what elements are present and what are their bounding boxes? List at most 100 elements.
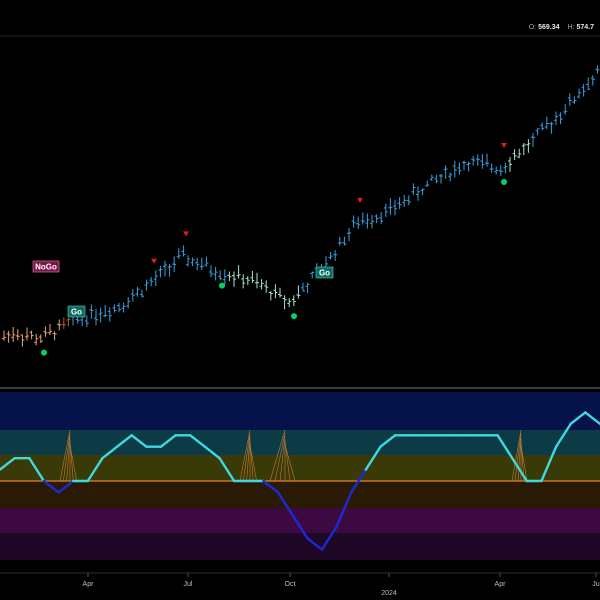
oscillator-segment [510, 456, 529, 483]
price-bar [259, 279, 264, 290]
price-bar [406, 195, 411, 206]
price-bar [517, 148, 522, 159]
price-panel: NoGo Go Go [0, 35, 600, 356]
price-bar [34, 333, 39, 346]
go-dot-marker [219, 282, 225, 289]
price-bar [531, 133, 535, 147]
price-bar [526, 139, 531, 153]
price-bar [480, 153, 485, 169]
oscillator-segment [57, 479, 75, 494]
oscillator-segment [0, 456, 16, 471]
price-bar [273, 284, 278, 299]
x-tick-label: Apr [83, 581, 95, 588]
price-bar [117, 302, 121, 313]
cloud-spike [239, 429, 257, 482]
price-bar [425, 180, 430, 187]
price-bar [328, 251, 333, 260]
oscillator-band [0, 508, 600, 533]
cloud-line [249, 444, 257, 482]
price-bar [595, 65, 600, 74]
price-bar [590, 75, 595, 86]
cloud-line [59, 429, 71, 482]
price-bar [176, 248, 181, 259]
price-bar [305, 282, 310, 294]
price-bar [61, 317, 66, 329]
price-bar [103, 304, 108, 318]
open-label: O: [528, 24, 537, 31]
price-bar [38, 334, 43, 344]
price-bar [397, 197, 402, 210]
price-bar [489, 163, 494, 173]
x-tick-label: Ju [592, 581, 600, 588]
oscillator-segment [86, 456, 104, 483]
cloud-line [514, 432, 522, 482]
price-bar [43, 326, 48, 337]
oscillator-segment [42, 479, 60, 494]
ohlc-readout: O: 569.34 H: 574.7 [529, 24, 600, 31]
price-bar [153, 270, 158, 287]
price-bar [126, 296, 131, 309]
oscillator-segment [276, 491, 294, 517]
price-bars [2, 65, 600, 347]
counter-trend-triangle [183, 231, 189, 237]
price-bar [360, 212, 365, 225]
price-bar [577, 88, 581, 99]
counter-trend-triangle [151, 258, 157, 264]
price-bar [402, 194, 407, 207]
price-bar [190, 257, 195, 267]
x-tick-label: Apr [495, 581, 507, 588]
counter-trend-triangle [357, 197, 363, 203]
oscillator-segment [291, 514, 309, 540]
go-dot-marker [501, 179, 507, 185]
price-bar [494, 166, 499, 175]
label-text: NoGo [35, 262, 57, 271]
oscillator-segment [569, 411, 587, 426]
cloud-line [511, 429, 522, 482]
price-bar [347, 228, 351, 242]
price-bar [508, 157, 512, 172]
price-bar [452, 160, 457, 178]
price-bar [471, 156, 476, 166]
price-bar [411, 183, 416, 195]
price-bar [365, 213, 370, 229]
x-tick-label: Oct [285, 581, 296, 588]
price-bar [393, 199, 397, 216]
price-bar [130, 288, 135, 302]
price-bar [498, 165, 503, 177]
price-bar [250, 270, 255, 284]
price-bar [549, 121, 554, 134]
oscillator-segment [584, 411, 600, 426]
go-label: Go [315, 266, 334, 279]
price-bar [337, 236, 342, 246]
oscillator-segment [218, 456, 236, 483]
price-bar [567, 93, 572, 106]
oscillator-segment [379, 434, 397, 448]
go-label: Go [67, 305, 86, 318]
price-bar [475, 154, 480, 166]
price-bar [296, 285, 301, 299]
cloud-line [269, 429, 286, 482]
price-bar [57, 319, 62, 331]
price-bar [383, 203, 388, 217]
price-bar [236, 265, 241, 279]
price-bar [342, 236, 347, 246]
label-box [67, 305, 86, 318]
oscillator-segment [101, 445, 119, 460]
price-bar [167, 264, 172, 277]
price-bar [563, 104, 568, 115]
cloud-line [63, 432, 71, 482]
price-bar [209, 265, 213, 278]
open-value: 569.34 [538, 24, 560, 31]
price-bar [439, 173, 443, 184]
oscillator-segment [554, 422, 572, 448]
price-bar [310, 271, 315, 279]
cloud-line [279, 435, 286, 482]
price-bar [379, 212, 384, 224]
price-bar [245, 275, 250, 285]
price-bar [84, 315, 89, 328]
price-bar [107, 307, 112, 322]
oscillator-segment [350, 468, 368, 494]
price-bar [434, 174, 439, 184]
oscillator-segment [306, 536, 324, 551]
